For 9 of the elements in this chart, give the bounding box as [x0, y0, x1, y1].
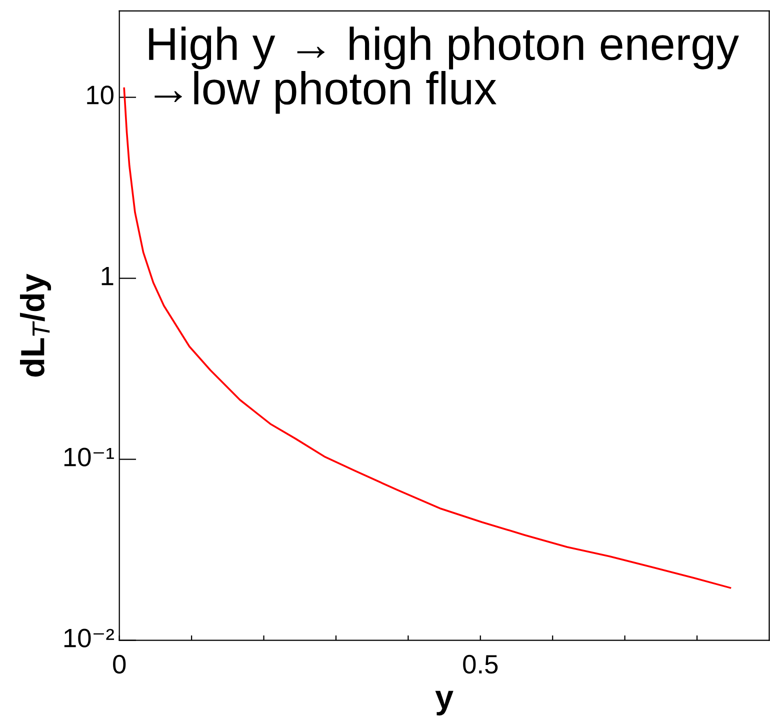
y-tick-label: 10 [87, 86, 114, 104]
x-tick-label: 0.5 [463, 654, 498, 674]
y-axis-title: dL$_{T}$/dy [20, 274, 52, 377]
x-axis-title: y [435, 690, 454, 716]
annotation: High y → high photon energy →low photon flux [149, 26, 739, 114]
y-tick-label: 10⁻² [64, 628, 114, 648]
x-tick-label: 0 [113, 654, 126, 674]
y-tick-label: 1 [102, 266, 114, 286]
y-tick-label: 10⁻¹ [64, 448, 114, 466]
